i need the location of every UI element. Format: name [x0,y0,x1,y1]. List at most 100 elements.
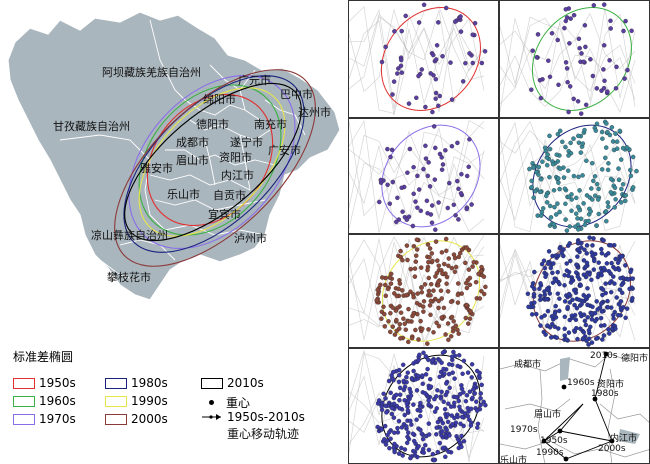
record-point [460,371,465,377]
record-point [604,218,609,224]
record-point [467,275,473,281]
record-point [616,166,621,171]
record-point [547,133,552,139]
record-point [388,329,393,335]
record-point [583,322,589,328]
record-point [569,197,574,202]
record-point [418,400,423,406]
record-point [392,430,397,435]
panel-1950s [348,0,499,118]
record-point [543,296,549,302]
record-point [569,208,574,214]
panel-2000s [499,234,650,348]
record-point [538,297,543,303]
record-point [441,399,446,405]
record-point [433,274,438,279]
record-point [453,264,459,270]
record-point [543,274,548,280]
record-point [606,327,611,332]
record-point [564,261,569,266]
record-point [590,73,596,79]
record-point [411,191,416,197]
record-point [582,247,587,252]
record-point [392,29,397,34]
record-point [479,288,484,294]
record-point [596,186,601,192]
record-point [605,129,610,135]
centroid-label-1990s: 1990s [536,448,564,458]
record-point [450,422,455,427]
record-point [576,140,582,145]
record-point [446,263,451,269]
record-point [467,137,472,142]
legend-label: 1960s [39,394,76,408]
record-point [444,281,449,286]
record-point [474,408,480,413]
record-point [620,182,626,187]
record-point [428,384,434,389]
panel-svg [500,235,636,347]
record-point [409,422,414,427]
record-point [430,52,436,58]
record-point [403,327,409,332]
record-point [600,136,605,141]
record-point [438,416,443,421]
record-point [404,243,410,248]
record-point [402,321,407,327]
record-point [542,145,548,151]
record-point [420,326,425,332]
record-point [598,315,604,321]
record-point [595,274,601,280]
record-point [557,166,563,172]
record-point [383,442,389,447]
record-point [405,408,411,413]
record-point [474,399,479,404]
record-point [465,370,471,375]
record-point [599,251,605,256]
record-point [440,271,445,276]
record-point [611,312,616,318]
record-point [531,165,536,170]
record-point [605,305,611,310]
inset-city-deyang: 德阳市 [621,354,649,364]
record-point [413,259,419,264]
record-point [412,274,418,279]
record-point [437,93,442,99]
record-point [413,253,419,258]
record-point [542,289,547,294]
record-point [438,288,444,293]
record-point [436,298,441,304]
region-label-meishan: 眉山市 [176,154,209,167]
record-point [564,66,570,71]
record-point [414,247,420,252]
record-point [427,184,433,189]
record-point [463,260,468,266]
record-point [566,291,572,297]
record-point [604,121,609,126]
record-point [613,86,619,91]
record-point [475,421,481,427]
record-point [429,203,435,208]
record-point [462,411,468,416]
record-point [621,28,626,34]
record-point [557,296,562,301]
record-point [400,209,405,214]
record-point [613,326,618,331]
record-point [459,433,464,439]
panel-1970s [348,118,499,234]
record-point [399,425,405,430]
record-point [591,3,597,8]
record-point [589,277,594,283]
record-point [470,32,475,37]
record-point [451,319,456,324]
record-point [587,272,592,277]
record-point [426,288,432,294]
record-point [619,186,624,192]
record-point [382,311,387,317]
region-label-mianyang: 绵阳市 [203,93,236,106]
record-point [570,297,575,303]
record-point [590,304,595,310]
record-point [595,307,600,312]
record-point [465,413,471,419]
region-label-luzhou: 泸州市 [234,232,267,245]
